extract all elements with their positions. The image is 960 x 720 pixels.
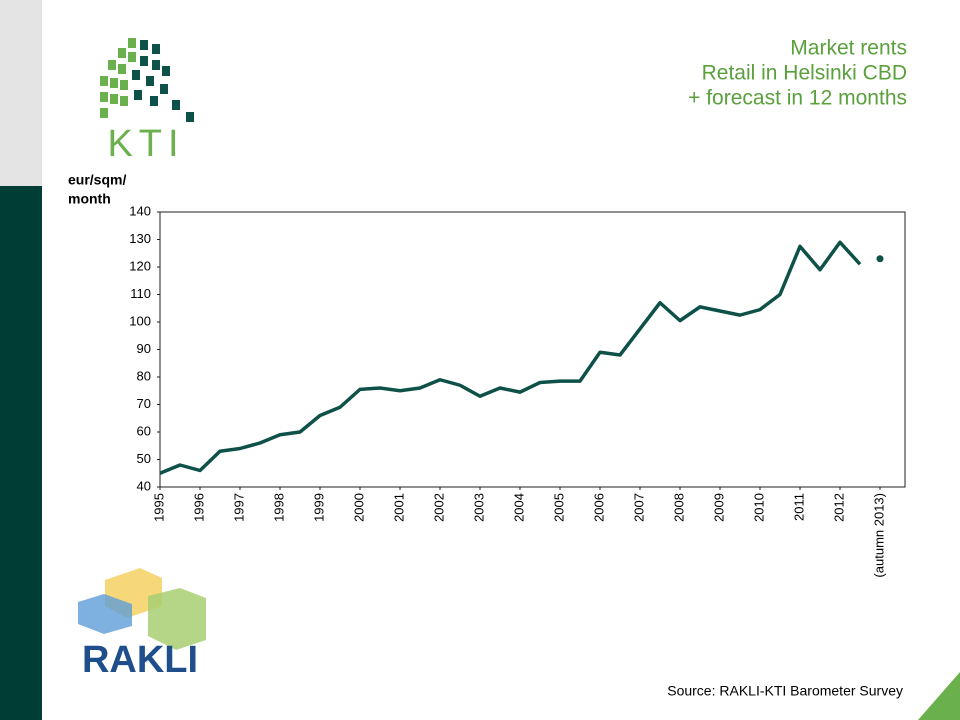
x-tick-label: 2002 [431,493,446,522]
x-tick-label: 2012 [831,493,846,522]
x-tick-label: 2010 [751,493,766,522]
x-tick-label: 2000 [351,493,366,522]
x-tick-label: (autumn 2013) [871,493,886,578]
chart-title: Retail in Helsinki CBD [702,62,907,85]
forecast-point [876,255,884,263]
x-tick-label: 1995 [151,493,166,522]
chart-title: Market rents [790,37,907,60]
kti-logo: KTI [100,38,194,165]
x-tick-label: 2006 [591,493,606,522]
y-axis-label: month [68,191,111,207]
chart-title: + forecast in 12 months [688,87,907,110]
logo-text: KTI [107,123,184,165]
sidebar-top [0,0,42,186]
x-tick-label: 1996 [191,493,206,522]
y-tick-label: 40 [137,478,151,493]
x-tick-label: 2008 [671,493,686,522]
x-tick-label: 2009 [711,493,726,522]
corner-triangle [918,672,960,720]
rakli-logo: RAKLI [78,568,206,681]
x-tick-label: 1997 [231,493,246,522]
logo-text: RAKLI [82,639,198,681]
y-axis-label: eur/sqm/ [68,172,126,188]
y-tick-label: 70 [137,396,151,411]
y-tick-label: 130 [129,231,151,246]
y-tick-label: 50 [137,451,151,466]
y-tick-label: 80 [137,368,151,383]
x-tick-label: 2011 [791,493,806,521]
x-tick-label: 1998 [271,493,286,522]
y-tick-label: 110 [130,286,151,301]
y-tick-label: 60 [137,423,151,438]
data-line [159,240,862,475]
plot-frame [159,211,906,488]
x-tick-label: 2007 [631,493,646,522]
x-tick-label: 1999 [311,493,326,522]
y-tick-label: 100 [129,313,151,328]
y-tick-label: 90 [137,341,151,356]
y-tick-label: 120 [129,258,151,273]
source: Source: RAKLI-KTI Barometer Survey [667,683,903,699]
x-tick-label: 2003 [471,493,486,522]
x-tick-label: 2004 [511,493,526,522]
y-tick-label: 140 [129,203,151,218]
x-tick-label: 2001 [391,493,406,522]
sidebar [0,186,42,720]
x-tick-label: 2005 [551,493,566,522]
